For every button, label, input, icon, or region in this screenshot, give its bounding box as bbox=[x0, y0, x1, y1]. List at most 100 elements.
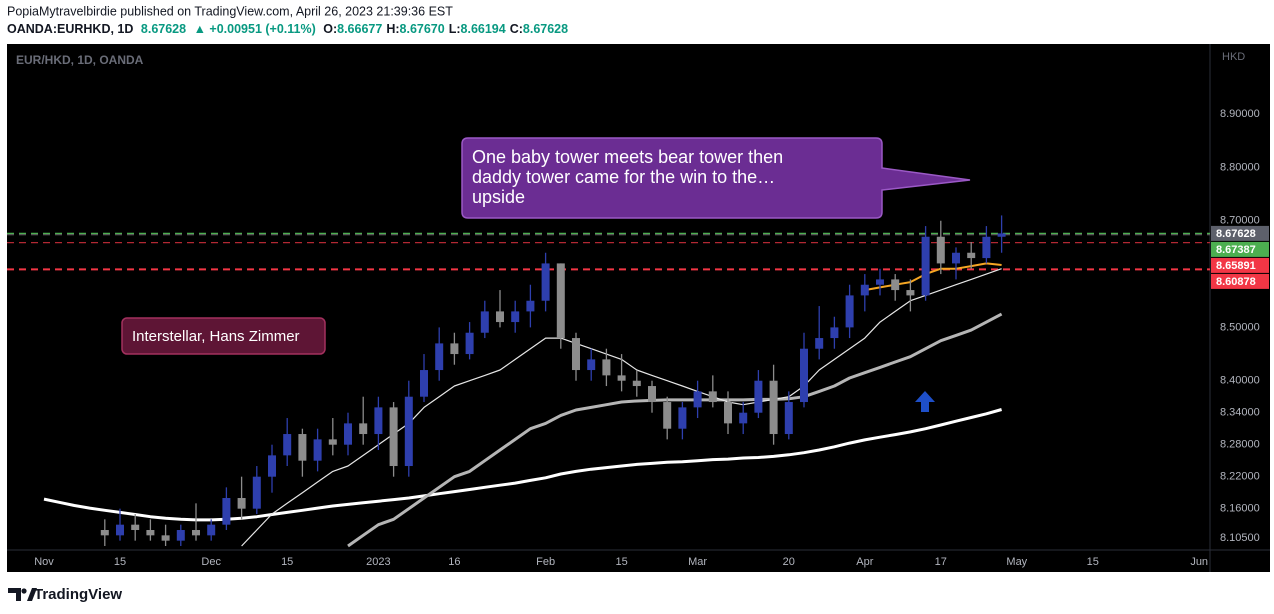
x-tick-label: Jun bbox=[1190, 556, 1208, 568]
candle-body bbox=[344, 423, 352, 445]
candle-body bbox=[526, 300, 535, 312]
ohlc-label: H: bbox=[386, 22, 399, 36]
candle-body bbox=[556, 263, 565, 339]
note-box bbox=[121, 317, 326, 355]
candle-body bbox=[876, 279, 884, 285]
moving-average bbox=[43, 408, 1003, 522]
price-label-box bbox=[1211, 273, 1269, 289]
candle-body bbox=[313, 439, 322, 461]
y-tick-label: 8.28000 bbox=[1220, 439, 1260, 451]
y-tick-label: 8.70000 bbox=[1220, 215, 1260, 227]
candle-body bbox=[997, 233, 1006, 237]
price-label-box bbox=[1211, 241, 1269, 257]
price-label: 8.67387 bbox=[1216, 244, 1256, 256]
candle-body bbox=[192, 530, 200, 536]
candle-body bbox=[982, 236, 991, 259]
brand: TradingView bbox=[34, 586, 122, 603]
x-tick-label: 15 bbox=[281, 556, 293, 568]
price: 8.67628 bbox=[141, 22, 186, 36]
x-tick-label: Mar bbox=[688, 556, 707, 568]
price-label-box bbox=[1211, 257, 1269, 273]
x-tick-label: Nov bbox=[34, 556, 54, 568]
annotation-text: One baby tower meets bear tower then bbox=[472, 147, 783, 167]
candle-body bbox=[724, 402, 732, 424]
candle-body bbox=[116, 524, 124, 536]
moving-average bbox=[864, 262, 1002, 292]
candle-body bbox=[769, 380, 778, 435]
y-tick-label: 8.80000 bbox=[1220, 161, 1260, 173]
candle-body bbox=[359, 423, 368, 435]
candle-body bbox=[161, 535, 170, 541]
candle-body bbox=[602, 359, 611, 376]
candle-body bbox=[283, 434, 292, 456]
candle-body bbox=[632, 380, 641, 387]
x-tick-label: 15 bbox=[1087, 556, 1099, 568]
x-tick-label: 15 bbox=[615, 556, 627, 568]
candle-body bbox=[936, 236, 945, 264]
ohlc-label: L: bbox=[449, 22, 461, 36]
candle-body bbox=[298, 434, 307, 461]
candle-body bbox=[891, 279, 900, 291]
candle-body bbox=[921, 236, 930, 296]
moving-average bbox=[347, 312, 1003, 548]
candle-body bbox=[800, 348, 808, 403]
candle-body bbox=[404, 396, 413, 467]
time-axis bbox=[7, 550, 1210, 572]
candle-body bbox=[237, 498, 246, 509]
plot-area bbox=[7, 44, 1210, 550]
candle-body bbox=[815, 338, 824, 349]
price-label: 8.65891 bbox=[1216, 260, 1256, 272]
candle-body bbox=[860, 284, 869, 296]
y-unit: HKD bbox=[1222, 51, 1245, 63]
ohlc-value: 8.66194 bbox=[461, 22, 506, 36]
candle-body bbox=[374, 407, 383, 435]
ohlc-value: 8.67628 bbox=[523, 22, 568, 36]
candle-body bbox=[906, 290, 915, 296]
ohlc-label: O: bbox=[323, 22, 337, 36]
y-tick-label: 8.40000 bbox=[1220, 375, 1260, 387]
y-tick-label: 8.16000 bbox=[1220, 503, 1260, 515]
annotation-text: daddy tower came for the win to the… bbox=[472, 167, 775, 187]
x-tick-label: Apr bbox=[856, 556, 873, 568]
logo-mark bbox=[8, 588, 21, 601]
callout-bubble bbox=[461, 137, 971, 219]
candle-body bbox=[176, 530, 185, 541]
candle-body bbox=[207, 524, 216, 536]
candle-body bbox=[222, 498, 231, 525]
candle-body bbox=[480, 311, 489, 333]
candle-body bbox=[845, 295, 854, 328]
candle-body bbox=[693, 391, 702, 408]
candle-body bbox=[617, 375, 626, 381]
candle-body bbox=[572, 338, 580, 371]
annotation: Interstellar, Hans Zimmer bbox=[121, 317, 326, 355]
candle-body bbox=[739, 412, 748, 424]
y-tick-label: 8.90000 bbox=[1220, 108, 1260, 120]
candle-body bbox=[541, 263, 550, 301]
candle-body bbox=[952, 252, 960, 264]
change: ▲ +0.00951 (+0.11%) bbox=[194, 22, 316, 36]
candle-body bbox=[268, 455, 276, 477]
ohlc-value: 8.66677 bbox=[337, 22, 382, 36]
candle-body bbox=[146, 530, 155, 536]
candle-body bbox=[708, 391, 717, 403]
x-tick-label: Feb bbox=[536, 556, 555, 568]
candle-body bbox=[830, 327, 839, 339]
candle-body bbox=[450, 343, 459, 355]
candle-body bbox=[252, 476, 261, 509]
candle-body bbox=[131, 524, 140, 531]
candle-body bbox=[465, 332, 474, 355]
y-tick-label: 8.34000 bbox=[1220, 407, 1260, 419]
logo bbox=[8, 588, 37, 601]
symbol: OANDA:EURHKD, 1D bbox=[7, 22, 133, 36]
candle-body bbox=[648, 386, 656, 403]
candle-body bbox=[511, 311, 520, 323]
y-tick-label: 8.50000 bbox=[1220, 321, 1260, 333]
annotation-text: upside bbox=[472, 187, 525, 207]
candle-body bbox=[967, 252, 976, 259]
price-label: 8.60878 bbox=[1216, 276, 1256, 288]
candle-body bbox=[100, 530, 109, 536]
candle-body bbox=[496, 311, 504, 323]
candle-body bbox=[587, 359, 596, 371]
